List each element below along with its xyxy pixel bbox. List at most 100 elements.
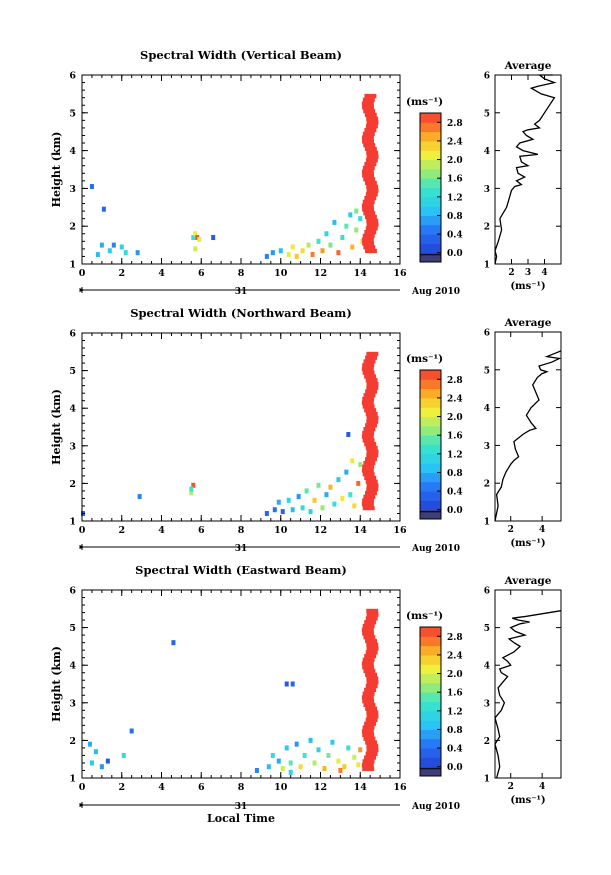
heatmap-cell (362, 396, 375, 402)
heatmap-cell (270, 752, 275, 758)
heatmap-cell (361, 135, 374, 140)
colorbar-tick-label: 0.0 (447, 763, 463, 773)
heatmap-cell (362, 173, 375, 178)
y-tick-label: 5 (69, 623, 76, 634)
heatmap-cell (332, 219, 337, 225)
average-x-tick-label: 2 (508, 782, 514, 792)
heatmap-cell (364, 620, 377, 625)
average-frame (494, 331, 562, 522)
heatmap-cell (365, 124, 378, 129)
average-x-tick-label: 4 (539, 782, 545, 792)
heatmap-cell (366, 680, 379, 685)
colorbar-swatch (420, 738, 441, 749)
heatmap-cell (340, 495, 345, 501)
colorbar-tick-label: 0.4 (447, 488, 463, 498)
colorbar-swatch (420, 234, 441, 244)
heatmap-cell (111, 242, 116, 248)
average-x-tick-label: 2 (508, 525, 514, 535)
heatmap-cell (280, 766, 285, 772)
heatmap-cell (362, 404, 375, 409)
heatmap-cell (358, 462, 363, 468)
x-tick-label: 16 (393, 268, 407, 279)
heatmap-cell (366, 710, 379, 715)
y-tick-label: 1 (69, 774, 76, 785)
heatmap-cell (362, 165, 375, 170)
heatmap-cell (336, 758, 341, 764)
colorbar-swatch (420, 425, 441, 436)
heatmap-cell (362, 699, 375, 704)
heatmap-cell (362, 105, 374, 110)
average-y-tick-label: 6 (484, 587, 490, 597)
heatmap-cell (362, 438, 375, 443)
heatmap-cell (361, 366, 374, 372)
heatmap-cell (362, 199, 375, 205)
colorbar-swatch (420, 463, 441, 473)
colorbar-unit: (ms⁻¹) (406, 353, 443, 365)
heatmap-cell (361, 101, 374, 106)
heatmap-cell (366, 714, 379, 719)
heatmap-cell (366, 351, 379, 357)
heatmap-cell (211, 235, 216, 241)
colorbar-swatch (420, 491, 441, 501)
heatmap-cell (276, 499, 281, 505)
heatmap-cell (366, 608, 379, 614)
heatmap-cell (322, 766, 327, 772)
average-y-tick-label: 1 (484, 261, 490, 271)
heatmap-cell (348, 492, 353, 498)
y-tick-label: 5 (69, 108, 76, 119)
heatmap-cell (364, 374, 377, 379)
colorbar-swatch (420, 178, 441, 188)
colorbar-tick-label: 2.8 (447, 633, 463, 643)
heatmap-cell (362, 498, 375, 503)
heatmap-cell (326, 752, 331, 758)
x-axis-label: Local Time (207, 812, 275, 825)
colorbar-swatch (420, 664, 441, 675)
heatmap-cell (362, 97, 375, 102)
heatmap-cell (350, 244, 355, 250)
heatmap-cell (366, 120, 379, 125)
heatmap-cell (254, 767, 259, 773)
heatmap-cell (316, 747, 321, 753)
heatmap-cell (366, 415, 379, 420)
x-tick-label: 6 (198, 525, 205, 536)
x-tick-label: 14 (354, 268, 368, 279)
heatmap-cell (363, 393, 376, 398)
colorbar-swatch (420, 243, 441, 254)
x-tick-label: 10 (274, 525, 288, 536)
heatmap-cell (358, 747, 363, 753)
colorbar-tick-label: 1.2 (447, 707, 463, 717)
heatmap-cell (137, 494, 142, 500)
colorbar-swatch (420, 472, 441, 483)
colorbar-tick-label: 1.2 (447, 450, 463, 460)
heatmap-cell (362, 623, 375, 629)
average-profile-3: Average 1 2 3 4 5 6 2 4 (ms⁻¹) (484, 575, 562, 806)
heatmap-cell (365, 740, 378, 745)
date-day: 31 (235, 287, 248, 297)
heatmap-cell (363, 702, 376, 708)
heatmap-cell (364, 195, 377, 201)
heatmap-cell (365, 751, 378, 756)
colorbar-swatch (420, 388, 441, 399)
heatmap-cell (300, 248, 305, 254)
heatmap-cell (93, 749, 98, 755)
heatmap-cell (278, 248, 283, 254)
colorbar-tick-label: 2.4 (447, 137, 463, 147)
average-y-tick-label: 1 (484, 518, 490, 528)
heatmap-cell (264, 253, 269, 259)
heatmap-cell (363, 359, 376, 364)
colorbar-tick-label: 0.4 (447, 231, 463, 241)
colorbar-swatch (420, 710, 441, 721)
heatmap-cell (354, 208, 359, 214)
heatmap-cell (288, 760, 293, 766)
y-tick-label: 6 (69, 71, 76, 82)
heatmap-cell (362, 370, 375, 375)
average-y-tick-label: 2 (484, 737, 490, 747)
heatmap-cell (365, 445, 378, 451)
colorbar-swatch (420, 766, 441, 777)
average-y-tick-label: 2 (484, 223, 490, 233)
average-y-tick-label: 4 (484, 662, 490, 672)
heatmap-cell (365, 490, 377, 496)
colorbar-swatch (420, 757, 441, 768)
colorbar-tick-label: 1.6 (447, 432, 463, 442)
average-line (494, 74, 557, 265)
